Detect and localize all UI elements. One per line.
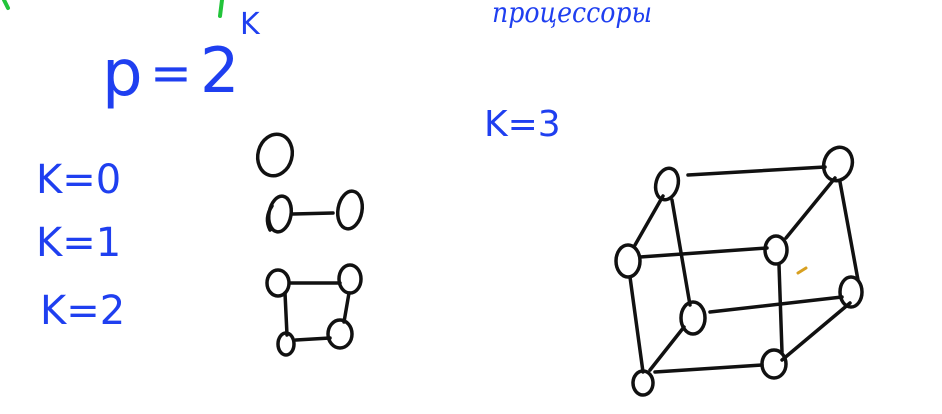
edge — [780, 301, 852, 362]
formula: p = 2 K — [102, 7, 261, 111]
node — [276, 331, 296, 357]
edge — [283, 291, 289, 337]
edge — [653, 363, 764, 374]
node — [679, 300, 707, 336]
node — [614, 243, 642, 279]
edge — [648, 325, 686, 372]
green-ink-fragments — [2, 0, 224, 18]
node — [760, 348, 788, 380]
graph-k2 — [265, 263, 363, 357]
graph-k3-cube — [614, 145, 864, 397]
edge — [784, 176, 837, 240]
edge — [686, 165, 827, 177]
edge — [294, 336, 332, 342]
formula-base: 2 — [200, 34, 239, 107]
node — [326, 318, 354, 350]
level-label-k0: K=0 — [36, 157, 121, 203]
graph-k1 — [265, 189, 365, 234]
edge — [633, 194, 665, 247]
edge — [342, 291, 351, 324]
edge — [777, 263, 784, 354]
formula-equals: = — [150, 44, 192, 102]
edge — [708, 295, 844, 314]
level-label-k2: K=2 — [40, 288, 125, 334]
formula-lhs: p — [102, 37, 143, 111]
node — [631, 369, 655, 397]
node — [337, 263, 363, 295]
node — [838, 275, 864, 309]
cube-label: K=3 — [484, 104, 561, 145]
edge — [838, 180, 860, 282]
level-label-k1: K=1 — [36, 220, 121, 266]
formula-exponent: K — [240, 7, 261, 42]
edge — [628, 275, 645, 374]
stray-pen-mark — [796, 266, 808, 275]
node — [255, 132, 295, 178]
top-right-word: процессоры — [492, 0, 652, 29]
edge — [638, 246, 769, 259]
node — [821, 145, 855, 183]
node — [653, 166, 681, 202]
edge — [291, 211, 335, 216]
graph-k0 — [255, 132, 295, 178]
node — [265, 268, 291, 298]
node — [335, 189, 365, 231]
node — [763, 234, 789, 266]
